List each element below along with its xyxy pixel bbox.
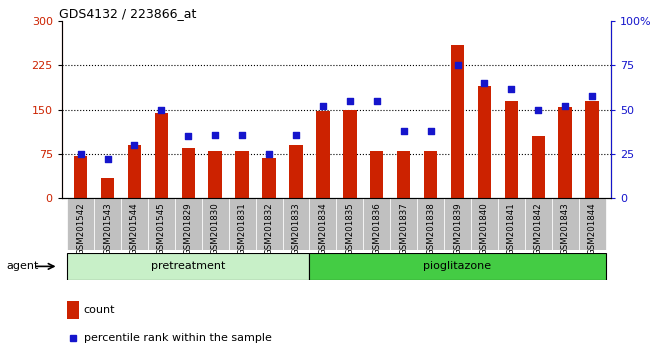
Text: pioglitazone: pioglitazone: [423, 261, 491, 272]
Bar: [263, 158, 276, 198]
Text: GSM201543: GSM201543: [103, 202, 112, 255]
Text: GDS4132 / 223866_at: GDS4132 / 223866_at: [59, 7, 196, 20]
Bar: [363, 198, 390, 250]
Point: [344, 98, 355, 104]
Bar: [451, 45, 464, 198]
Bar: [255, 198, 283, 250]
Bar: [504, 101, 518, 198]
Point: [479, 80, 489, 86]
Bar: [586, 101, 599, 198]
Bar: [444, 198, 471, 250]
Bar: [309, 198, 337, 250]
Bar: [202, 198, 229, 250]
Point: [533, 107, 543, 113]
Text: count: count: [84, 305, 115, 315]
Point: [318, 103, 328, 109]
Point: [372, 98, 382, 104]
Bar: [289, 145, 303, 198]
Bar: [397, 151, 410, 198]
Text: GSM201833: GSM201833: [291, 202, 300, 255]
Bar: [370, 151, 384, 198]
Point: [183, 133, 194, 139]
Point: [264, 151, 274, 157]
Text: GSM201840: GSM201840: [480, 202, 489, 255]
Bar: [74, 156, 87, 198]
Text: GSM201542: GSM201542: [76, 202, 85, 255]
Bar: [67, 253, 309, 280]
Bar: [390, 198, 417, 250]
Bar: [235, 151, 249, 198]
Point: [425, 128, 436, 134]
Bar: [67, 301, 79, 319]
Bar: [283, 198, 309, 250]
Point: [560, 103, 571, 109]
Text: GSM201838: GSM201838: [426, 202, 435, 255]
Point: [587, 93, 597, 98]
Point: [75, 151, 86, 157]
Text: GSM201545: GSM201545: [157, 202, 166, 255]
Bar: [424, 151, 437, 198]
Bar: [175, 198, 202, 250]
Point: [291, 132, 301, 137]
Point: [156, 107, 166, 113]
Bar: [127, 145, 141, 198]
Bar: [558, 107, 572, 198]
Bar: [155, 113, 168, 198]
Bar: [181, 148, 195, 198]
Bar: [578, 198, 606, 250]
Bar: [417, 198, 444, 250]
Bar: [209, 151, 222, 198]
Text: GSM201544: GSM201544: [130, 202, 139, 255]
Bar: [309, 253, 606, 280]
Bar: [101, 178, 114, 198]
Point: [398, 128, 409, 134]
Text: GSM201832: GSM201832: [265, 202, 274, 255]
Bar: [532, 136, 545, 198]
Text: pretreatment: pretreatment: [151, 261, 226, 272]
Text: GSM201829: GSM201829: [184, 202, 193, 255]
Point: [102, 156, 112, 162]
Text: GSM201836: GSM201836: [372, 202, 382, 255]
Text: agent: agent: [6, 261, 39, 272]
Bar: [525, 198, 552, 250]
Bar: [337, 198, 363, 250]
Bar: [343, 110, 357, 198]
Text: GSM201837: GSM201837: [399, 202, 408, 255]
Bar: [94, 198, 121, 250]
Text: GSM201830: GSM201830: [211, 202, 220, 255]
Point: [210, 132, 220, 137]
Bar: [471, 198, 498, 250]
Point: [129, 142, 140, 148]
Bar: [67, 198, 94, 250]
Text: GSM201839: GSM201839: [453, 202, 462, 255]
Text: percentile rank within the sample: percentile rank within the sample: [84, 333, 272, 343]
Bar: [478, 86, 491, 198]
Point: [506, 86, 517, 91]
Text: GSM201835: GSM201835: [345, 202, 354, 255]
Text: GSM201834: GSM201834: [318, 202, 328, 255]
Text: GSM201843: GSM201843: [561, 202, 570, 255]
Bar: [121, 198, 148, 250]
Bar: [316, 111, 330, 198]
Point: [237, 132, 248, 137]
Text: GSM201842: GSM201842: [534, 202, 543, 255]
Bar: [498, 198, 525, 250]
Bar: [148, 198, 175, 250]
Bar: [229, 198, 255, 250]
Bar: [552, 198, 578, 250]
Text: GSM201831: GSM201831: [238, 202, 246, 255]
Text: GSM201844: GSM201844: [588, 202, 597, 255]
Text: GSM201841: GSM201841: [507, 202, 516, 255]
Point: [452, 63, 463, 68]
